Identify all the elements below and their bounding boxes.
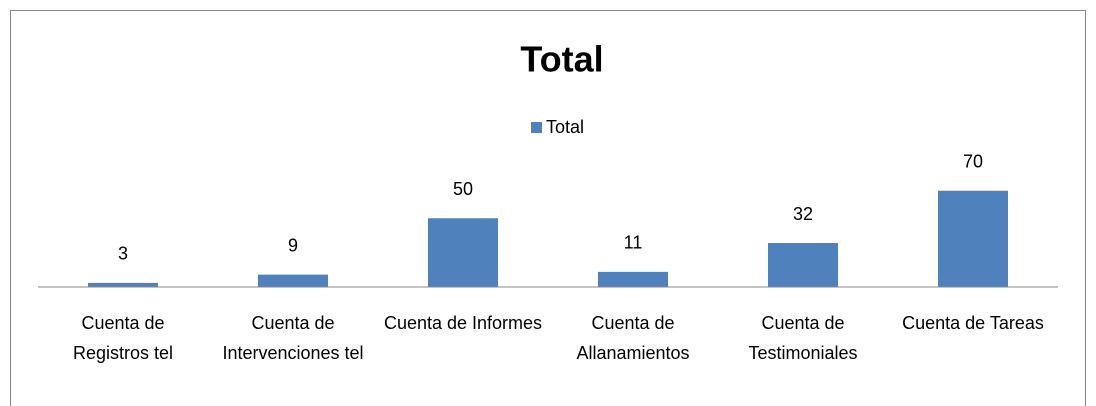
bar xyxy=(258,274,328,287)
legend-label: Total xyxy=(546,117,584,137)
data-label: 32 xyxy=(793,204,813,224)
data-label: 3 xyxy=(118,244,128,264)
x-tick-label: Cuenta de Testimoniales xyxy=(748,313,858,363)
legend-swatch xyxy=(531,122,542,133)
bar xyxy=(598,271,668,287)
chart-title: Total xyxy=(520,39,603,80)
data-label: 11 xyxy=(624,233,643,253)
bar xyxy=(428,218,498,287)
x-tick-label: Cuenta de Tareas xyxy=(902,313,1044,333)
x-tick-label: Cuenta de Registros tel xyxy=(72,313,174,363)
bar xyxy=(768,243,838,287)
data-label: 9 xyxy=(288,235,298,255)
x-tick-label: Cuenta de Informes xyxy=(383,313,543,333)
x-tick-label: Cuenta de Allanamientos xyxy=(576,313,690,363)
x-tick-label: Cuenta de Intervenciones tel xyxy=(222,313,364,363)
chart-frame xyxy=(10,10,1086,406)
bar xyxy=(88,282,158,287)
data-label: 50 xyxy=(453,179,473,199)
data-label: 70 xyxy=(963,152,983,172)
bar xyxy=(938,190,1008,287)
